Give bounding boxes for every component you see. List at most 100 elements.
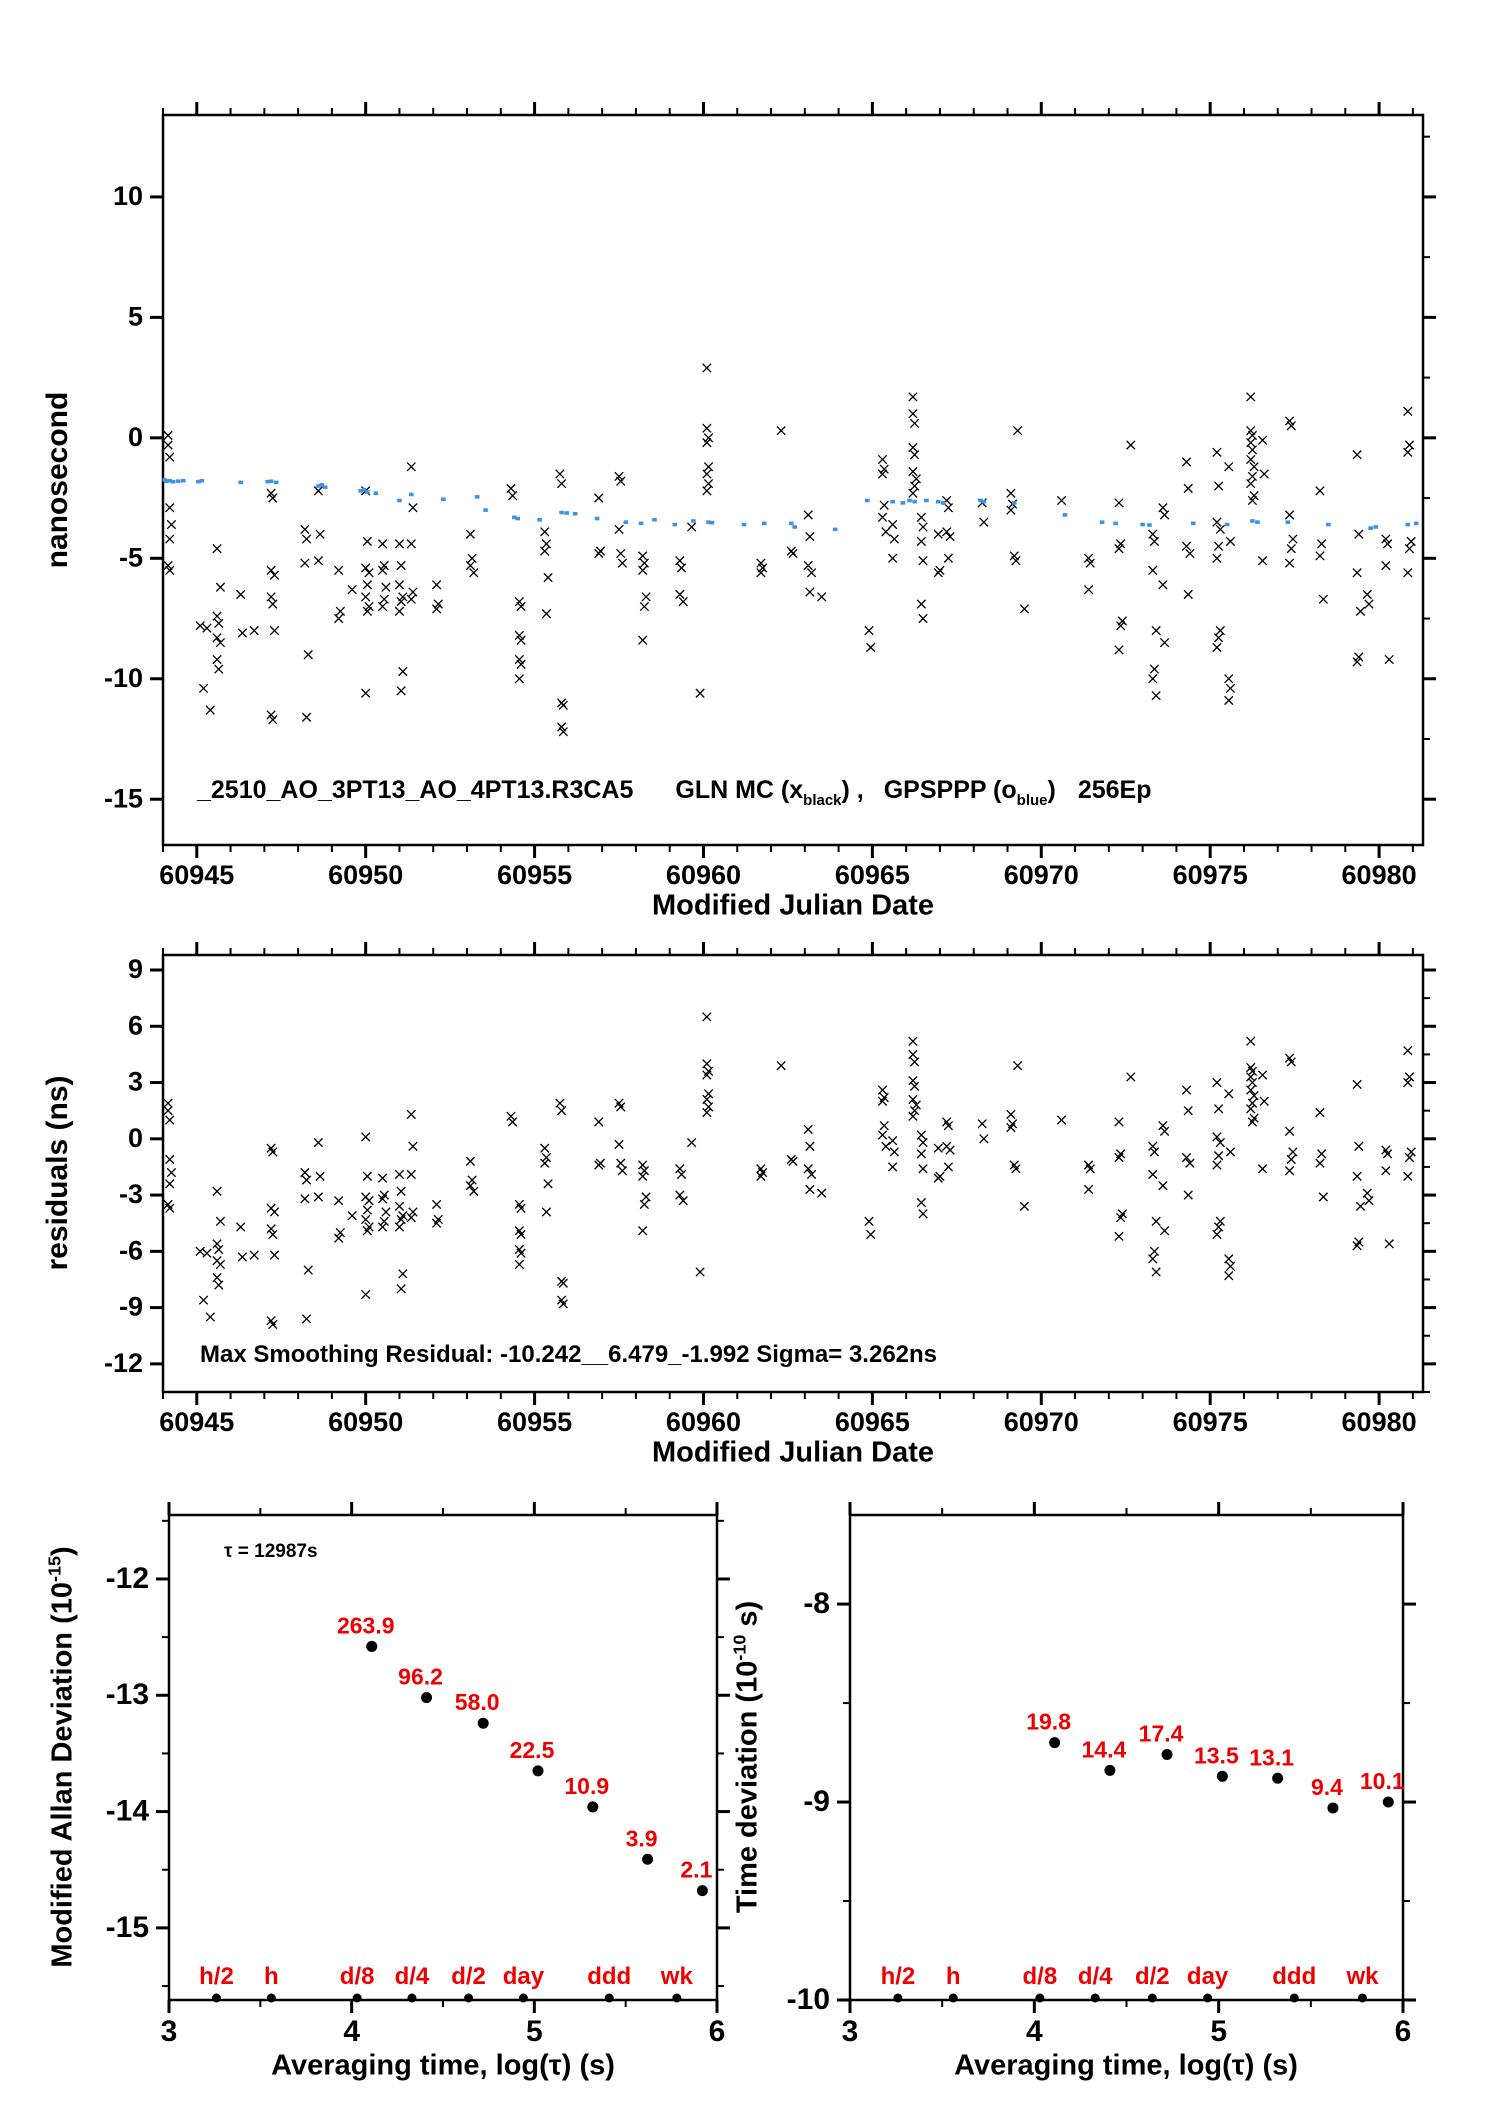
x-marker bbox=[703, 462, 714, 472]
x-marker bbox=[558, 727, 568, 737]
tdev-x-axis-label: Averaging time, log(τ) (s) bbox=[954, 2050, 1298, 2083]
residuals-annotation-text: Max Smoothing Residual: -10.242__6.479_-… bbox=[200, 1341, 938, 1368]
x-marker bbox=[908, 442, 918, 453]
series-gpsppp bbox=[162, 478, 1419, 532]
x-marker bbox=[908, 1111, 918, 1121]
x-marker bbox=[362, 606, 373, 616]
x-tick-label: 60970 bbox=[1004, 1407, 1079, 1437]
x-marker bbox=[396, 1186, 406, 1196]
x-marker bbox=[803, 510, 813, 520]
x-marker bbox=[916, 536, 927, 547]
x-marker bbox=[1083, 1184, 1094, 1195]
deviation-point-label: 96.2 bbox=[398, 1664, 443, 1690]
x-marker bbox=[506, 1111, 516, 1121]
x-marker bbox=[756, 1171, 766, 1181]
deviation-point bbox=[1161, 1749, 1173, 1761]
x-marker bbox=[1225, 1147, 1236, 1157]
x-marker bbox=[638, 565, 648, 576]
x-marker bbox=[1215, 625, 1225, 636]
x-marker bbox=[918, 1164, 928, 1174]
dot-marker bbox=[474, 495, 480, 499]
x-marker bbox=[1213, 541, 1224, 551]
x-marker bbox=[1215, 524, 1225, 535]
x-marker bbox=[1246, 1072, 1256, 1082]
unit-mark-label: day bbox=[503, 1963, 545, 1990]
unit-mark-label: wk bbox=[1345, 1963, 1379, 1990]
x-marker bbox=[908, 392, 918, 402]
x-marker bbox=[776, 1061, 786, 1071]
dot-marker bbox=[1099, 520, 1105, 524]
x-marker bbox=[1151, 690, 1161, 701]
x-marker bbox=[1149, 536, 1160, 547]
x-marker bbox=[1148, 1141, 1158, 1151]
dot-marker bbox=[441, 497, 446, 502]
deviation-point-label: 13.1 bbox=[1249, 1744, 1294, 1770]
x-marker bbox=[909, 1106, 920, 1116]
dot-marker bbox=[890, 499, 895, 504]
dot-marker bbox=[1285, 520, 1291, 524]
x-marker bbox=[918, 613, 928, 624]
x-marker bbox=[362, 1171, 373, 1181]
dot-marker bbox=[319, 483, 325, 487]
x-marker bbox=[1114, 544, 1124, 554]
x-marker bbox=[916, 512, 927, 523]
x-marker bbox=[933, 529, 943, 539]
x-marker bbox=[1114, 1152, 1124, 1163]
x-marker bbox=[806, 1169, 817, 1180]
y-tick-label: 6 bbox=[128, 1010, 143, 1040]
x-marker bbox=[507, 491, 518, 501]
x-marker bbox=[1213, 481, 1224, 491]
x-marker bbox=[678, 597, 688, 607]
x-marker bbox=[675, 1164, 685, 1174]
x-marker bbox=[639, 1166, 650, 1176]
x-marker bbox=[195, 1246, 205, 1256]
deviation-point-label: 58.0 bbox=[455, 1689, 500, 1715]
deviation-point-label: 9.4 bbox=[1311, 1774, 1343, 1800]
dot-marker bbox=[361, 487, 367, 492]
x-marker bbox=[1213, 1151, 1224, 1161]
dot-marker bbox=[638, 521, 644, 526]
x-marker bbox=[1318, 1192, 1329, 1202]
dot-marker bbox=[358, 489, 363, 493]
x-marker bbox=[877, 1085, 888, 1095]
y-tick-label: -8 bbox=[803, 1587, 830, 1620]
x-marker bbox=[675, 589, 685, 600]
dataset-title: _2510_AO_3PT13_AO_4PT13.R3CA5 bbox=[197, 776, 634, 804]
x-marker bbox=[1315, 1107, 1325, 1118]
x-marker bbox=[333, 1196, 344, 1206]
x-marker bbox=[1224, 1089, 1234, 1099]
x-marker bbox=[1257, 1070, 1268, 1080]
x-marker bbox=[214, 1244, 224, 1255]
x-marker bbox=[303, 1265, 313, 1275]
x-tick-label: 60980 bbox=[1342, 1407, 1417, 1437]
dot-marker bbox=[1405, 522, 1411, 527]
x-marker bbox=[516, 659, 526, 669]
x-marker bbox=[300, 1194, 310, 1204]
x-marker bbox=[394, 1222, 405, 1232]
x-marker bbox=[1355, 1201, 1366, 1211]
top-scatter-panel: 60945 60950 60955 60960 60965 60970 60975 60980… bbox=[104, 102, 1436, 890]
unit-mark-dot bbox=[407, 1993, 417, 2003]
x-marker bbox=[1382, 539, 1393, 549]
x-marker bbox=[268, 1319, 278, 1330]
y-tick-label: -10 bbox=[787, 1983, 830, 2016]
x-marker bbox=[398, 666, 408, 677]
x-marker bbox=[1181, 541, 1192, 551]
dot-marker bbox=[515, 516, 520, 521]
x-marker bbox=[381, 1207, 391, 1217]
x-marker bbox=[514, 1259, 525, 1270]
x-marker bbox=[1257, 435, 1268, 445]
x-marker bbox=[1215, 1216, 1225, 1226]
x-marker bbox=[1317, 1149, 1327, 1159]
deviation-point bbox=[1049, 1737, 1061, 1749]
x-marker bbox=[908, 488, 918, 498]
x-marker bbox=[1406, 1147, 1416, 1157]
x-marker bbox=[1006, 1109, 1016, 1120]
axes-box bbox=[161, 113, 1425, 847]
y-tick-label: 0 bbox=[128, 1123, 143, 1153]
x-marker bbox=[1114, 645, 1124, 655]
x-marker bbox=[1159, 510, 1170, 520]
x-marker bbox=[1382, 1149, 1393, 1159]
x-marker bbox=[1148, 565, 1158, 576]
